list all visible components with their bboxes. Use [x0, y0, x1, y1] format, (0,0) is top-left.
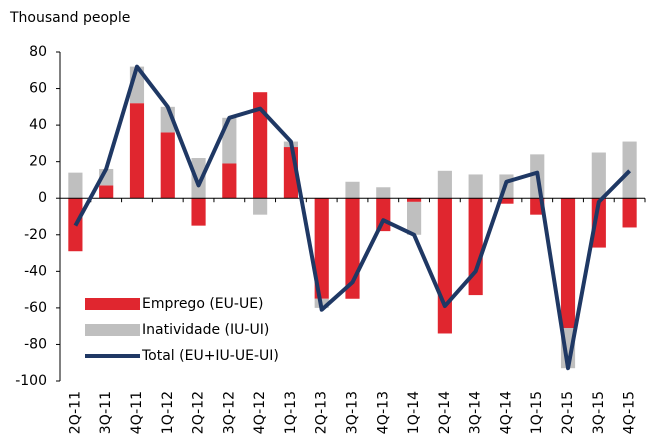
bar: [622, 141, 637, 199]
bar: [191, 198, 206, 226]
bar: [129, 103, 145, 199]
x-tick-label: 4Q-12: [252, 391, 268, 434]
x-tick-label: 2Q-14: [437, 391, 453, 434]
x-tick-label: 2Q-13: [314, 391, 330, 434]
x-tick-label: 2Q-12: [191, 391, 207, 434]
bar: [376, 187, 391, 199]
bar: [191, 158, 206, 199]
y-tick-label: -20: [24, 227, 47, 243]
bar: [345, 181, 360, 199]
bar: [437, 170, 452, 199]
y-tick-label: 40: [29, 117, 47, 133]
y-tick-label: -60: [24, 300, 47, 316]
y-tick-label: -100: [15, 373, 47, 389]
bar: [222, 163, 237, 199]
bar: [406, 198, 422, 202]
bar: [622, 198, 637, 228]
bar: [160, 132, 175, 199]
bar: [468, 198, 483, 296]
y-tick-label: -40: [24, 263, 47, 279]
y-tick-label: 60: [29, 81, 47, 97]
x-tick-label: 2Q-15: [560, 391, 576, 434]
y-tick-label: 80: [29, 44, 47, 60]
x-tick-label: 4Q-14: [498, 391, 514, 434]
y-tick-label: -80: [24, 336, 47, 352]
legend-label: Total (EU+IU-UE-UI): [141, 348, 279, 364]
x-tick-label: 3Q-15: [591, 391, 607, 434]
bar: [68, 172, 83, 199]
y-axis-title: Thousand people: [9, 10, 130, 26]
bar: [468, 174, 483, 199]
bar: [253, 92, 268, 199]
legend-swatch: [85, 298, 140, 310]
bar: [437, 198, 452, 334]
x-tick-label: 1Q-13: [283, 391, 299, 434]
bar: [406, 201, 422, 235]
x-tick-label: 2Q-11: [67, 391, 83, 434]
x-tick-label: 4Q-15: [622, 391, 638, 434]
bar: [560, 198, 576, 328]
bar: [99, 185, 114, 199]
x-tick-label: 4Q-13: [375, 391, 391, 434]
x-tick-label: 3Q-12: [221, 391, 237, 434]
bar: [253, 198, 268, 215]
x-tick-label: 3Q-11: [98, 391, 114, 434]
x-tick-label: 1Q-12: [160, 391, 176, 434]
legend-label: Emprego (EU-UE): [142, 296, 264, 312]
line: [73, 64, 632, 371]
y-tick-label: 0: [38, 190, 47, 206]
bar: [499, 198, 514, 204]
x-tick-label: 1Q-15: [529, 391, 545, 434]
bar: [591, 152, 606, 199]
x-tick-label: 3Q-14: [468, 391, 484, 434]
bar: [314, 198, 329, 299]
legend-label: Inatividade (IU-UI): [142, 322, 269, 338]
y-tick-label: 20: [29, 154, 47, 170]
x-tick-label: 1Q-14: [406, 391, 422, 434]
legend-swatch: [85, 324, 140, 336]
x-tick-label: 4Q-11: [129, 391, 145, 434]
x-tick-label: 3Q-13: [345, 391, 361, 434]
